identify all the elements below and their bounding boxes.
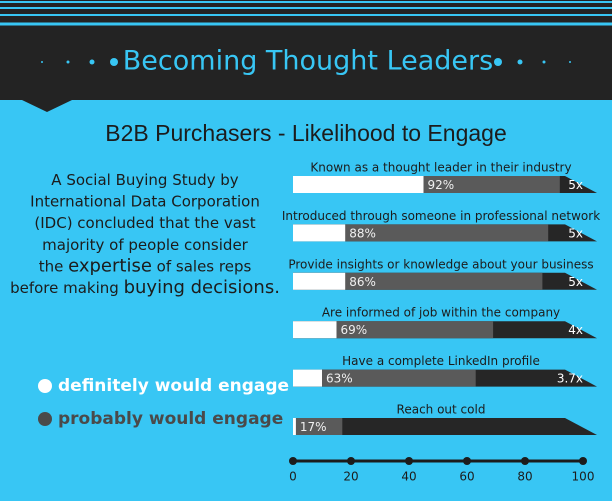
bar [293,369,322,387]
description-text: of sales reps [152,257,252,275]
x-tick-label: 60 [459,470,474,484]
description-line: A Social Buying Study by [51,171,239,189]
description-text: the [39,257,68,275]
description-line: the expertise of sales reps [39,255,252,276]
bar [293,418,296,435]
bar-track [293,418,597,435]
header-band [0,0,612,100]
legend-swatch [38,379,52,393]
description-text: International Data Corporation [30,192,260,210]
chart-title: B2B Purchasers - Likelihood to Engage [105,120,506,146]
tick-mark [405,457,413,465]
bar [293,224,346,242]
multiplier-label: 5x [568,178,583,192]
multiplier-label: 5x [568,226,583,240]
legend-label: definitely would engage [58,376,289,396]
bar [293,224,549,242]
legend: definitely would engage probably would en… [38,376,289,429]
category-label: Introduced through someone in profession… [282,209,600,223]
description: A Social Buying Study by International Da… [10,171,280,299]
bar [293,321,337,339]
description-text: A Social Buying Study by [51,171,239,189]
tick-mark [579,457,587,465]
category-label: Are informed of job within the company [322,306,560,320]
category-label: Reach out cold [397,403,486,417]
plot: Known as a thought leader in their indus… [282,161,600,484]
x-tick-label: 80 [517,470,532,484]
x-tick-label: 100 [572,470,595,484]
description-line: International Data Corporation [30,192,260,210]
x-tick-label: 20 [343,470,358,484]
value-label: 86% [349,275,376,289]
tick-mark [521,457,529,465]
multiplier-label: 3.7x [557,372,583,386]
category-label: Provide insights or knowledge about your… [288,257,593,271]
x-tick-label: 0 [289,470,297,484]
bar [293,272,543,290]
value-label: 88% [349,226,376,240]
description-line: (IDC) concluded that the vast [34,214,255,232]
legend-swatch [38,412,52,426]
value-label: 63% [326,372,353,386]
bar [293,369,476,387]
multiplier-label: 5x [568,275,583,289]
bar [293,176,424,193]
description-text: (IDC) concluded that the vast [34,214,255,232]
description-line: majority of people consider [42,235,249,253]
description-line: before making buying decisions. [10,277,280,298]
multiplier-label: 4x [568,323,583,337]
value-label: 17% [300,420,327,434]
header-stripes [0,1,612,26]
header-title: Becoming Thought Leaders [123,46,493,77]
bar [293,418,343,435]
x-tick-label: 40 [401,470,416,484]
bar [293,272,346,290]
description-text: before making [10,279,124,297]
value-label: 92% [428,178,455,192]
title-dots [41,58,571,66]
category-label: Known as a thought leader in their indus… [310,161,571,175]
value-label: 69% [341,323,368,337]
header-notch [22,100,72,112]
tick-mark [463,457,471,465]
description-text: majority of people consider [42,235,249,253]
tick-mark [289,457,297,465]
description-text: buying decisions. [124,277,280,298]
bar [293,321,494,339]
legend-label: probably would engage [58,409,283,429]
tick-mark [347,457,355,465]
category-label: Have a complete LinkedIn profile [342,354,540,368]
description-text: expertise [68,255,152,276]
